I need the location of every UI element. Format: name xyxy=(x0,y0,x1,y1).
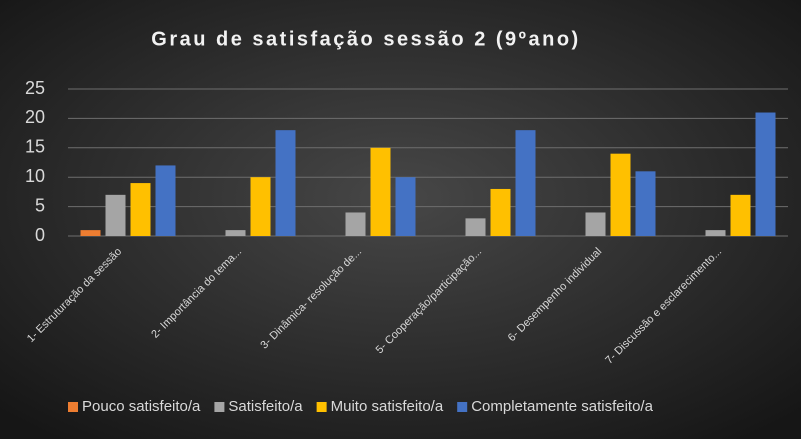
legend-swatch xyxy=(68,402,78,412)
legend-swatch xyxy=(457,402,468,412)
y-tick-label: 5 xyxy=(35,195,45,215)
y-tick-label: 0 xyxy=(35,225,45,245)
legend-label: Completamente satisfeito/a xyxy=(471,398,653,415)
bar xyxy=(275,130,296,236)
bar xyxy=(705,230,726,236)
y-tick-label: 25 xyxy=(25,78,45,98)
bar xyxy=(490,188,511,236)
bar xyxy=(635,171,656,236)
bar xyxy=(610,153,631,236)
y-tick-label: 15 xyxy=(25,137,45,157)
bar xyxy=(225,230,246,236)
legend-swatch xyxy=(316,402,327,412)
y-tick-label: 10 xyxy=(25,166,45,186)
legend-label: Pouco satisfeito/a xyxy=(82,398,201,415)
bar xyxy=(80,230,101,236)
bar xyxy=(155,165,176,236)
bar xyxy=(130,183,151,236)
bar xyxy=(250,177,271,236)
y-tick-label: 20 xyxy=(25,107,45,127)
legend-label: Muito satisfeito/a xyxy=(331,398,444,415)
bar xyxy=(105,194,126,236)
bar xyxy=(465,218,486,236)
bar xyxy=(730,194,751,236)
bar xyxy=(585,212,606,236)
bar xyxy=(395,177,416,236)
bar xyxy=(515,130,536,236)
bar xyxy=(345,212,366,236)
chart-title: Grau de satisfação sessão 2 (9ºano) xyxy=(151,28,580,50)
legend-label: Satisfeito/a xyxy=(228,398,303,415)
bar xyxy=(755,112,776,236)
bar xyxy=(370,147,391,236)
legend-swatch xyxy=(214,402,225,412)
